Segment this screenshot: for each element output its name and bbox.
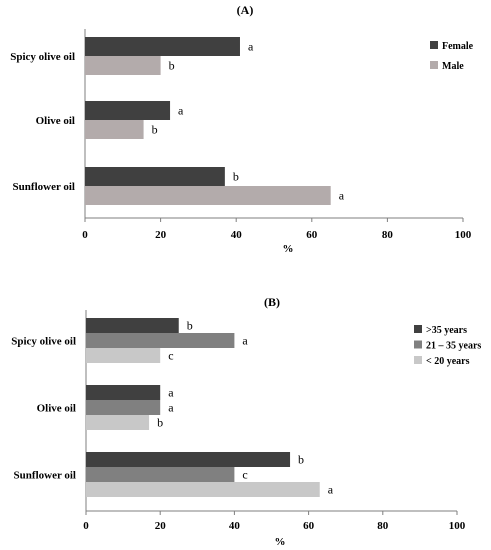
panel-b-bar-letter: c <box>242 468 247 482</box>
panel-b-x-tick-label: 100 <box>449 520 466 532</box>
panel-a-x-tick-label: 40 <box>231 229 243 241</box>
panel-b-category-label: Olive oil <box>37 403 76 415</box>
panel-b-bar <box>86 333 235 348</box>
panel-b-bar <box>86 482 320 497</box>
panel-b-bar-letter: b <box>157 416 163 430</box>
panel-b-xlabel: % <box>275 536 286 548</box>
panel-a-x-tick-label: 80 <box>382 229 394 241</box>
panel-b-bar-letter: a <box>328 483 334 497</box>
panel-a-category-label: Sunflower oil <box>13 181 75 193</box>
panel-b-title: (B) <box>264 295 280 309</box>
panel-a-legend: Female Male <box>430 41 474 72</box>
panel-a-legend-swatch <box>430 41 438 49</box>
panel-b-bar <box>86 348 161 363</box>
panel-a-legend-swatch <box>430 61 438 69</box>
panel-b-bar <box>86 318 179 333</box>
panel-a-bar <box>85 101 171 120</box>
panel-a-x-tick-label: 60 <box>306 229 318 241</box>
panel-b-bar <box>86 415 150 430</box>
panel-b-legend-swatch <box>414 356 422 364</box>
panel-a-bar-letter: a <box>248 40 254 54</box>
panel-b-x-tick-label: 0 <box>83 520 89 532</box>
panel-a-legend-label: Female <box>442 41 474 52</box>
panel-a-bar-letter: b <box>169 59 175 73</box>
panel-b-legend-swatch <box>414 325 422 333</box>
panel-b-bar-letter: a <box>168 386 174 400</box>
panel-a-category-label: Spicy olive oil <box>10 51 75 63</box>
panel-b-bar <box>86 385 161 400</box>
panel-a-bar <box>85 186 331 205</box>
panel-a-bar <box>85 120 144 139</box>
panel-a-bar <box>85 37 240 56</box>
panel-a: (A) 0 20 40 60 80 100 Spicy olive oil a b Olive o… <box>10 3 473 255</box>
panel-b-bar-letter: c <box>168 349 173 363</box>
panel-a-x-tick-label: 100 <box>455 229 472 241</box>
panel-a-plot: 0 20 40 60 80 100 Spicy olive oil a b Olive oil a b… <box>10 29 472 241</box>
panel-b-bar-letter: b <box>187 319 193 333</box>
panel-a-category-label: Olive oil <box>36 115 75 127</box>
panel-a-x-tick-label: 0 <box>82 229 88 241</box>
panel-a-bar-letter: b <box>152 123 158 137</box>
panel-a-bar-letter: b <box>233 170 239 184</box>
panel-b-bar-letter: a <box>242 334 248 348</box>
panel-b-category-label: Spicy olive oil <box>11 336 76 348</box>
panel-a-x-tick-label: 20 <box>155 229 167 241</box>
panel-a-bar <box>85 167 225 186</box>
panel-b-bar-letter: b <box>298 453 304 467</box>
panel-a-bar-letter: a <box>178 104 184 118</box>
panel-b-legend: >35 years 21 – 35 years < 20 years <box>414 325 481 367</box>
panel-b-bar <box>86 400 161 415</box>
panel-a-bar-letter: a <box>339 189 345 203</box>
panel-a-bar <box>85 56 161 75</box>
panel-b-legend-label: 21 – 35 years <box>426 341 481 352</box>
panel-b-x-tick-label: 40 <box>229 520 241 532</box>
panel-b-bar <box>86 452 291 467</box>
panel-b-x-tick-label: 20 <box>155 520 167 532</box>
panel-b-legend-swatch <box>414 340 422 349</box>
panel-b-x-tick-label: 60 <box>303 520 315 532</box>
panel-a-legend-label: Male <box>442 61 464 72</box>
panel-b-legend-label: < 20 years <box>426 356 470 367</box>
panel-b-x-tick-label: 80 <box>377 520 389 532</box>
panel-a-xlabel: % <box>283 243 294 255</box>
panel-b-category-label: Sunflower oil <box>14 470 76 482</box>
panel-b-bar <box>86 467 235 482</box>
panel-a-title: (A) <box>237 3 254 17</box>
panel-b-bar-letter: a <box>168 401 174 415</box>
panel-b-legend-label: >35 years <box>426 325 467 336</box>
